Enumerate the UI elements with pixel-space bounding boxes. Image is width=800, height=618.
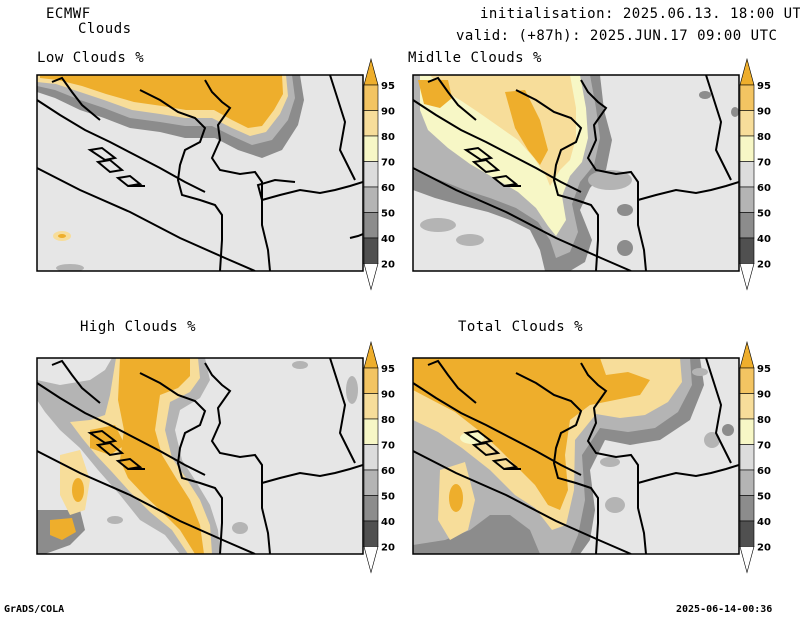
- colorbar-label: 40: [757, 517, 771, 528]
- colorbar-label: 70: [757, 158, 771, 169]
- colorbar-label: 70: [381, 158, 395, 169]
- colorbar-segment: [363, 135, 379, 162]
- colorbar-segment: [739, 110, 755, 137]
- model-label: ECMWF: [46, 6, 91, 22]
- colorbar-label: 80: [757, 415, 771, 426]
- valid-label: valid: (+87h): 2025.JUN.17 09:00 UTC: [456, 28, 778, 44]
- colorbar-segment: [739, 135, 755, 162]
- colorbar-label: 95: [381, 364, 395, 375]
- panel-title-total: Total Clouds %: [458, 319, 584, 335]
- map-middle-clouds: [412, 74, 740, 272]
- panel-title-low: Low Clouds %: [37, 50, 145, 66]
- colorbar-label: 90: [757, 107, 771, 118]
- colorbar-label: 95: [757, 364, 771, 375]
- map-low-clouds: [36, 74, 364, 272]
- colorbar-segment: [363, 186, 379, 213]
- colorbar-label: 80: [757, 132, 771, 143]
- colorbar-label: 80: [381, 415, 395, 426]
- colorbar-segment: [363, 161, 379, 188]
- footer-right: 2025-06-14-00:36: [676, 604, 773, 615]
- colorbar-segment: [739, 393, 755, 420]
- colorbar-label: 70: [757, 441, 771, 452]
- colorbar-label: 50: [381, 492, 395, 503]
- colorbar-label: 50: [757, 209, 771, 220]
- colorbar-label: 60: [757, 183, 771, 194]
- map-total-clouds: [412, 357, 740, 555]
- colorbar-label: 50: [381, 209, 395, 220]
- colorbar-segment: [739, 237, 755, 264]
- colorbar-label: 70: [381, 441, 395, 452]
- panel-title-middle: Midlle Clouds %: [408, 50, 542, 66]
- colorbar-segment: [363, 520, 379, 547]
- colorbar-segment: [739, 161, 755, 188]
- colorbar-bottom-arrow: [363, 546, 379, 574]
- colorbar-segment: [363, 367, 379, 394]
- colorbar-label: 95: [757, 81, 771, 92]
- colorbar-segment: [363, 110, 379, 137]
- colorbar-label: 40: [757, 234, 771, 245]
- colorbar-top-arrow: [363, 57, 379, 86]
- colorbar-2: 95 90 80 70 60 50 40 20: [363, 340, 395, 574]
- colorbar-segment: [739, 444, 755, 471]
- colorbar-label: 40: [381, 234, 395, 245]
- colorbar-label: 90: [381, 107, 395, 118]
- colorbar-bottom-arrow: [739, 546, 755, 574]
- colorbar-segment: [739, 186, 755, 213]
- colorbar-label: 20: [381, 260, 395, 271]
- initialisation-label: initialisation: 2025.06.13. 18:00 UTC: [480, 6, 800, 22]
- product-label: Clouds: [78, 21, 132, 37]
- colorbar-label: 60: [381, 183, 395, 194]
- colorbar-label: 40: [381, 517, 395, 528]
- colorbar-segment: [363, 495, 379, 522]
- map-high-clouds: [36, 357, 364, 555]
- colorbar-segment: [363, 393, 379, 420]
- colorbar-label: 50: [757, 492, 771, 503]
- colorbar-segment: [363, 212, 379, 239]
- colorbar-segment: [739, 495, 755, 522]
- colorbar-segment: [739, 367, 755, 394]
- colorbar-top-arrow: [739, 340, 755, 369]
- colorbar-segment: [363, 418, 379, 445]
- colorbar-segment: [363, 84, 379, 111]
- colorbar-top-arrow: [739, 57, 755, 86]
- footer-left: GrADS/COLA: [4, 604, 65, 615]
- colorbar-label: 90: [757, 390, 771, 401]
- colorbar-0: 95 90 80 70 60 50 40 20: [363, 57, 395, 291]
- panel-title-high: High Clouds %: [80, 319, 197, 335]
- colorbar-segment: [739, 520, 755, 547]
- colorbar-bottom-arrow: [739, 263, 755, 291]
- legend-colorbars: 95 90 80 70 60 50 40 20 95 90 80 70 60 50 40 20 95 90 80 70…: [363, 57, 771, 574]
- colorbar-label: 20: [381, 543, 395, 554]
- colorbar-1: 95 90 80 70 60 50 40 20: [739, 57, 771, 291]
- colorbar-segment: [363, 469, 379, 496]
- colorbar-label: 20: [757, 543, 771, 554]
- colorbar-segment: [363, 237, 379, 264]
- colorbar-top-arrow: [363, 340, 379, 369]
- colorbar-segment: [739, 212, 755, 239]
- colorbar-3: 95 90 80 70 60 50 40 20: [739, 340, 771, 574]
- colorbar-label: 60: [757, 466, 771, 477]
- colorbar-label: 95: [381, 81, 395, 92]
- colorbar-label: 60: [381, 466, 395, 477]
- colorbar-segment: [739, 469, 755, 496]
- colorbar-bottom-arrow: [363, 263, 379, 291]
- colorbar-segment: [363, 444, 379, 471]
- colorbar-label: 90: [381, 390, 395, 401]
- colorbar-segment: [739, 84, 755, 111]
- colorbar-label: 80: [381, 132, 395, 143]
- colorbar-label: 20: [757, 260, 771, 271]
- colorbar-segment: [739, 418, 755, 445]
